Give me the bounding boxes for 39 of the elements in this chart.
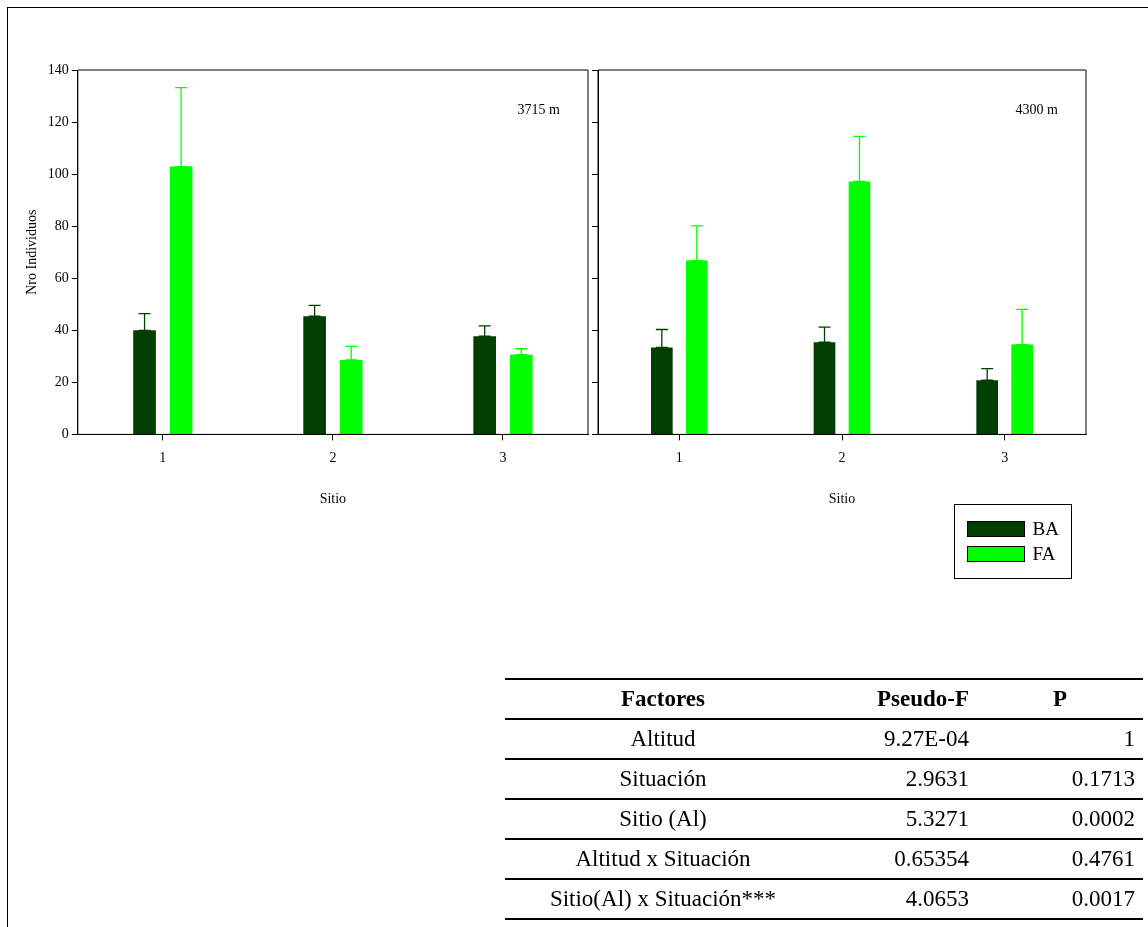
text: 0.1713	[1071, 766, 1135, 791]
text: 2.9631	[905, 766, 969, 791]
category-label: Situación	[619, 766, 707, 791]
y-tick-label: 0	[61, 426, 69, 442]
category-label: Sitio(Al) x Situación***	[549, 886, 777, 911]
x-tick-label: 1	[675, 450, 683, 466]
category-label: Sitio (Al)	[619, 806, 707, 831]
text: 0.65354	[894, 846, 969, 871]
category-label: Altitud	[630, 726, 696, 751]
annotation: 3715 m	[517, 101, 561, 117]
category-label: Pseudo-F	[821, 679, 977, 719]
x-tick-label: 3	[1001, 450, 1009, 466]
legend-label: FA	[1032, 543, 1056, 565]
x-tick-label: 2	[329, 450, 337, 466]
y-axis-title: Nro Individuos	[24, 209, 40, 295]
text: 0.0002	[1071, 806, 1135, 831]
y-tick-label: 100	[47, 165, 69, 181]
category-label: Factores	[505, 679, 821, 719]
y-tick-label: 80	[54, 217, 69, 233]
y-tick-label: 120	[47, 113, 69, 129]
text: 1	[1123, 726, 1135, 751]
text: 4.0653	[905, 886, 969, 911]
x-axis-title: Sitio	[828, 491, 856, 507]
x-tick-label: 1	[159, 450, 167, 466]
category-label: P	[977, 679, 1143, 719]
y-tick-label: 60	[54, 269, 69, 285]
x-tick-label: 3	[499, 450, 507, 466]
legend-label: BA	[1032, 518, 1059, 540]
y-tick-label: 140	[47, 61, 69, 77]
text: 9.27E-04	[884, 726, 969, 751]
x-axis-title: Sitio	[319, 491, 347, 507]
text: 0.4761	[1071, 846, 1135, 871]
annotation: 4300 m	[1015, 101, 1059, 117]
category-label: Altitud x Situación	[575, 846, 751, 871]
y-tick-label: 20	[54, 374, 69, 390]
text: 5.3271	[905, 806, 969, 831]
y-tick-label: 40	[54, 321, 69, 337]
text: 0.0017	[1071, 886, 1135, 911]
x-tick-label: 2	[838, 450, 846, 466]
